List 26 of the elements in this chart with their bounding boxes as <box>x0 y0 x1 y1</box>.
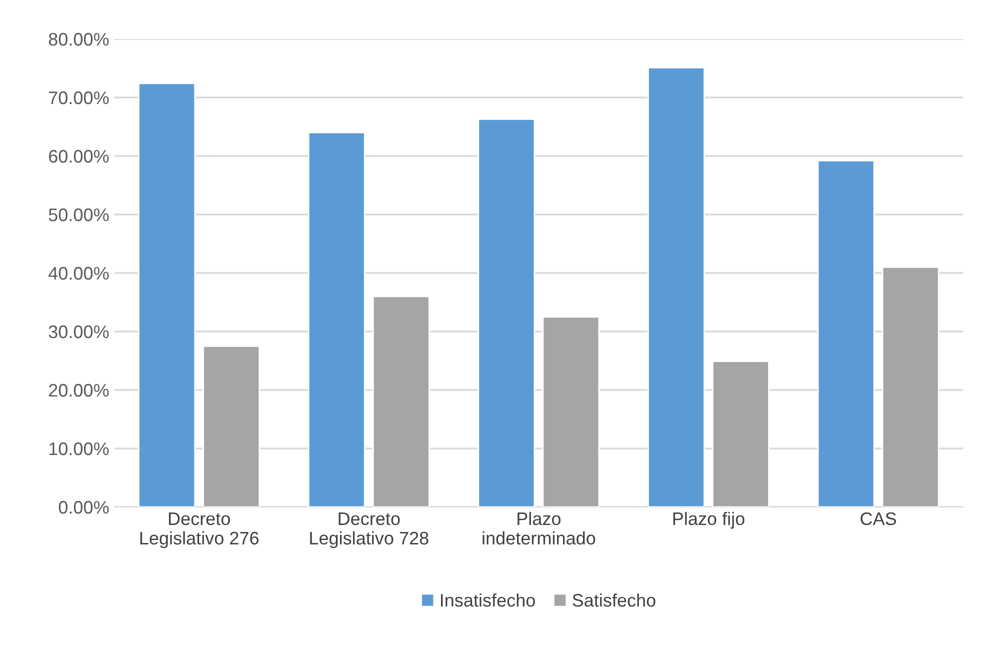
bar <box>882 266 940 507</box>
bar <box>648 66 705 507</box>
y-tick-label: 80.00% <box>48 32 109 46</box>
y-tick-label: 60.00% <box>49 150 109 163</box>
bar <box>712 360 770 507</box>
y-tick-label: 20.00% <box>49 384 109 397</box>
x-tick-label: Decreto Legislativo 276 <box>140 512 259 548</box>
x-tick-label: Plazo fijo <box>673 512 744 529</box>
bar <box>817 160 875 507</box>
bar <box>372 296 430 507</box>
bar <box>478 118 536 507</box>
bar <box>308 132 366 507</box>
bar <box>542 316 600 507</box>
x-tick-label: Plazo indeterminado <box>482 512 596 545</box>
bar <box>138 82 196 507</box>
y-tick-label: 30.00% <box>48 325 109 338</box>
legend-label: Insatisfecho <box>441 593 535 607</box>
y-tick-label: 10.00% <box>49 442 109 456</box>
y-tick-label: 70.00% <box>49 91 109 104</box>
y-tick-label: 50.00% <box>48 208 109 222</box>
legend-label: Satisfecho <box>572 593 656 607</box>
x-tick-label: CAS <box>860 512 896 526</box>
bar <box>202 345 260 507</box>
x-tick-label: Decreto Legislativo 728 <box>310 512 428 548</box>
y-tick-label: 40.00% <box>48 266 109 280</box>
y-tick-label: 0.00% <box>58 500 109 514</box>
